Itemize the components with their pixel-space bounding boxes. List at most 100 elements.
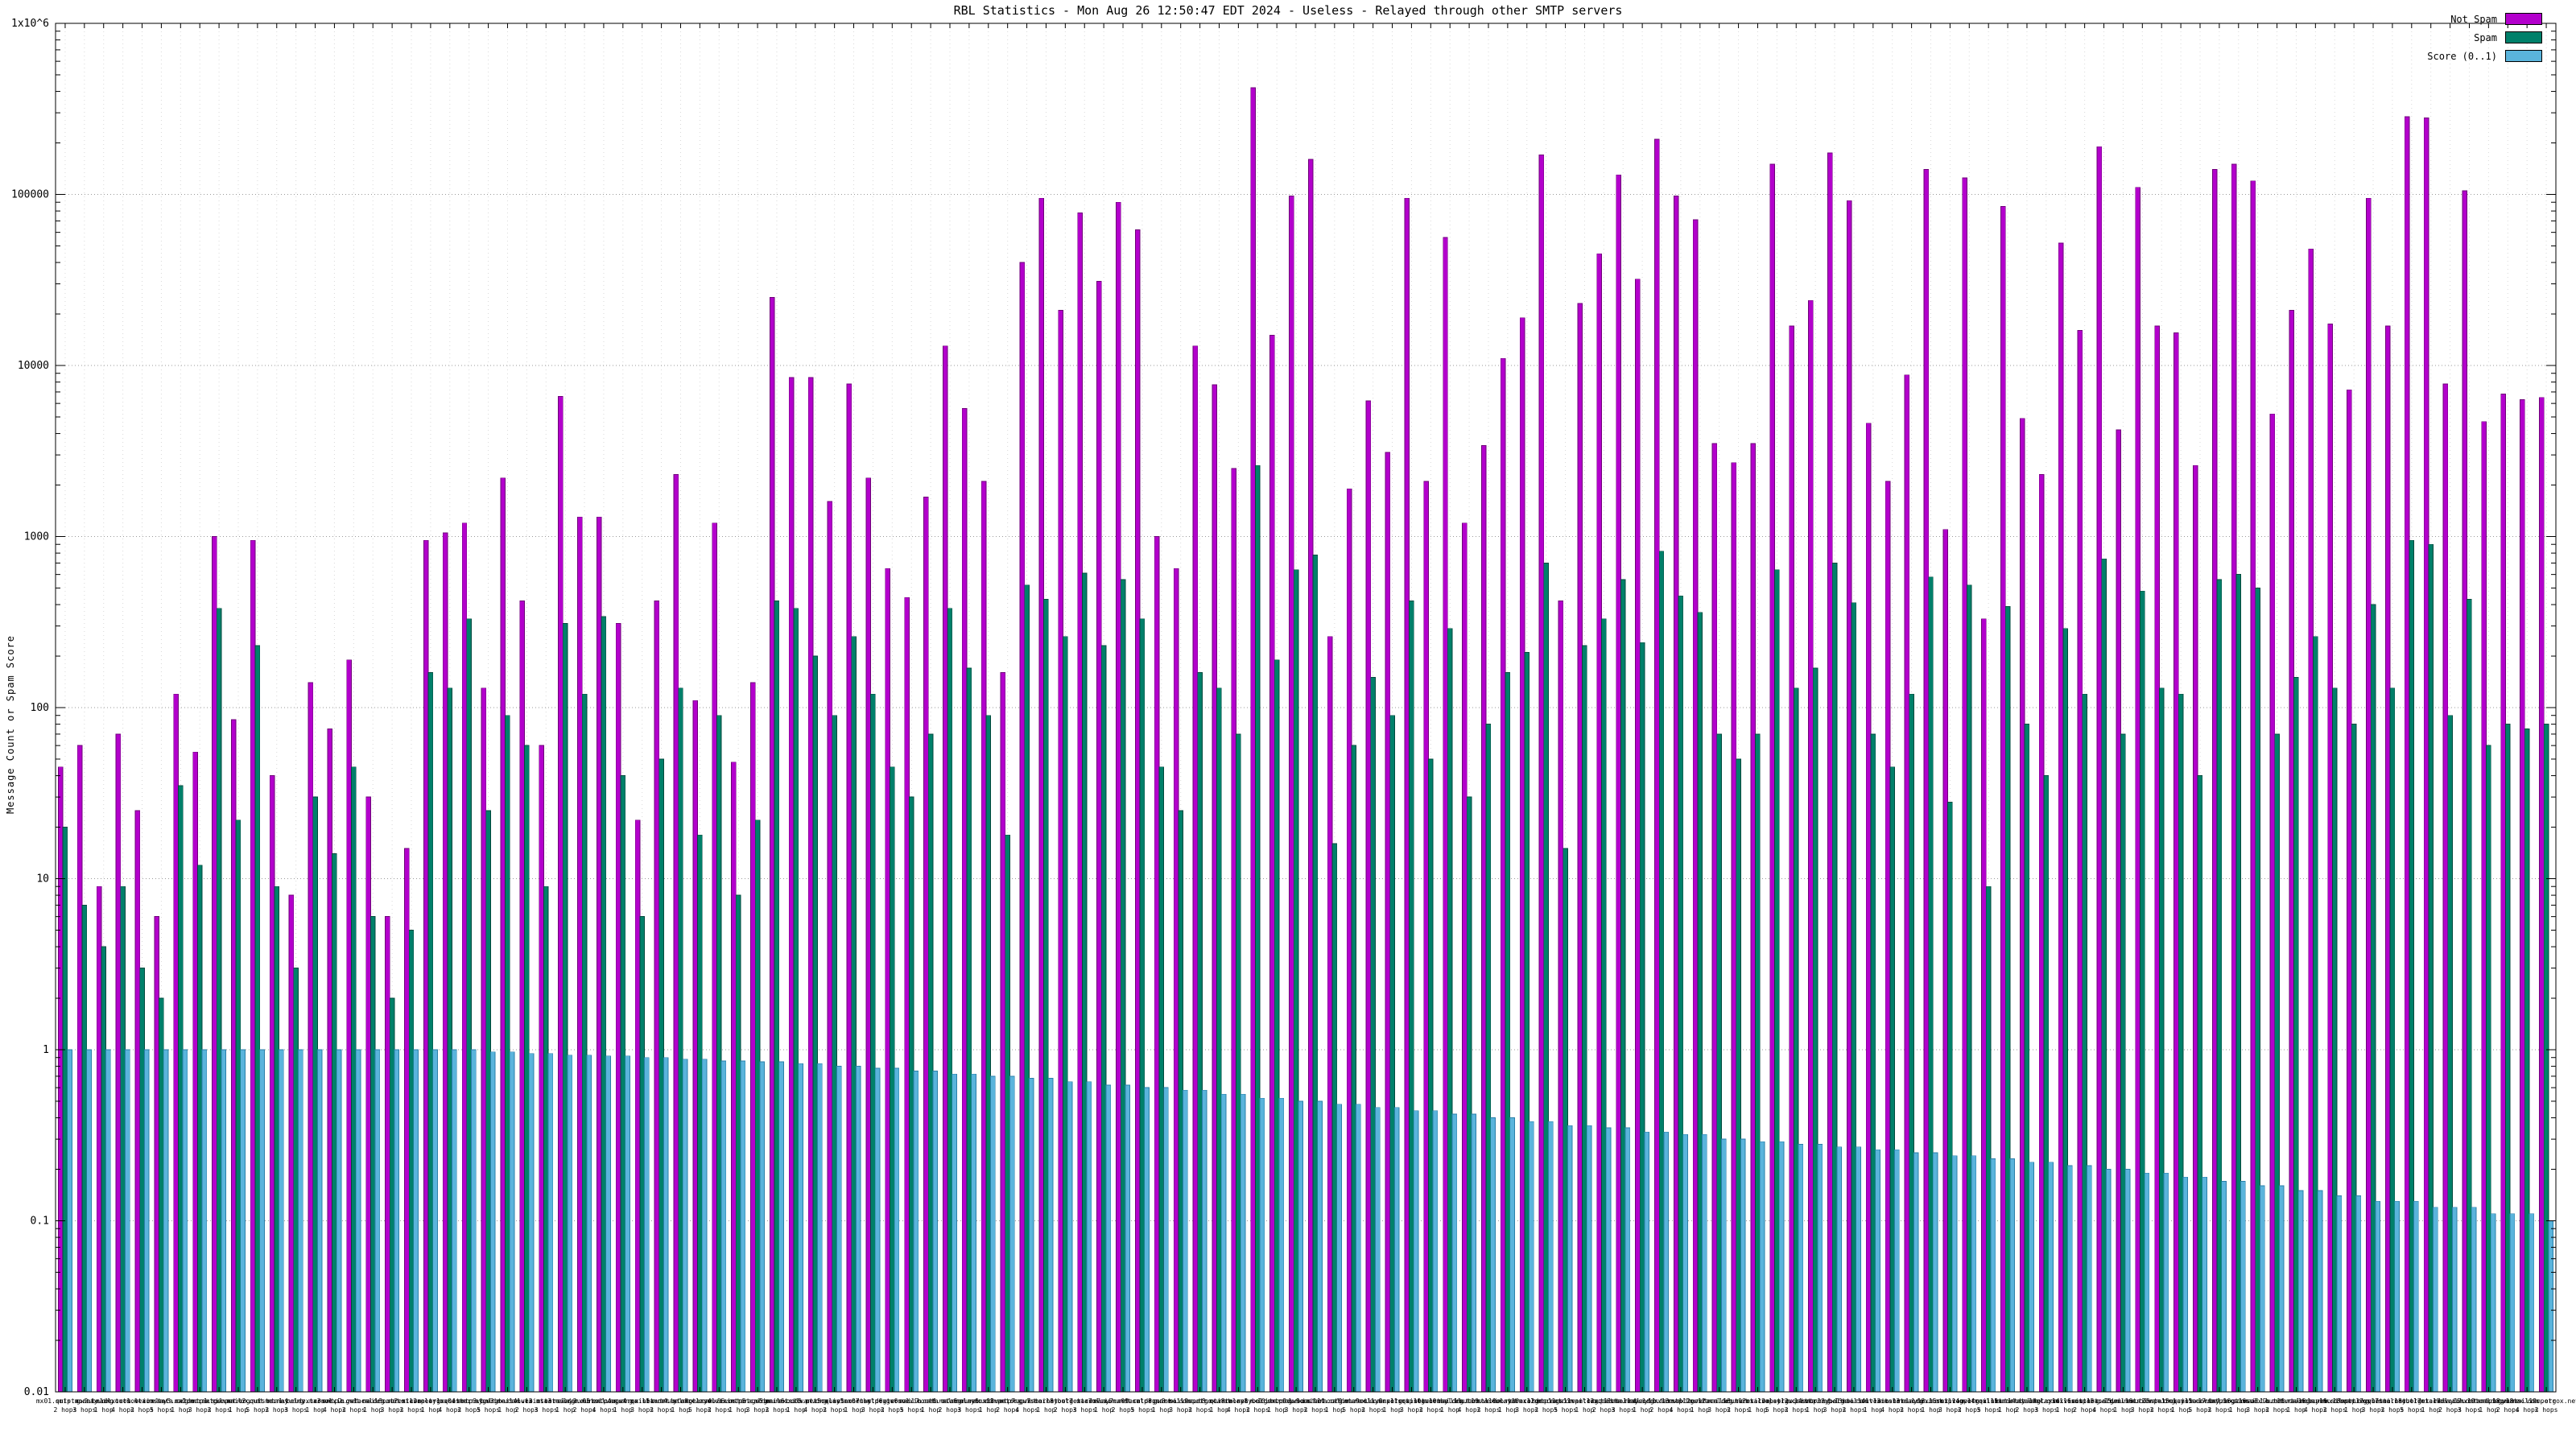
bar (1923, 169, 1930, 1393)
x-tick-label: gw5.murex.com 2 hops (752, 1397, 803, 1414)
x-tick-label: smtp14.petrox.net 2 hops (1936, 1397, 2002, 1414)
x-tick-label: relay10.calden.net 3 hops (1492, 1397, 1562, 1414)
bar (2347, 389, 2352, 1393)
bar (212, 536, 217, 1393)
bar (365, 796, 371, 1393)
bar (1505, 672, 1511, 1393)
bar (1481, 445, 1487, 1393)
x-tick-label: mx12.murex.com 2 hops (1519, 1397, 1574, 1414)
bar (2351, 724, 2357, 1393)
bar (2327, 323, 2333, 1393)
bar (2389, 687, 2396, 1393)
x-tick-label: out12.silvan.org 1 hop (1727, 1397, 1789, 1414)
bar (654, 601, 660, 1393)
bar (547, 1053, 554, 1393)
bar (1654, 138, 1660, 1393)
x-tick-label: gw11.petrox.net 1 hop (1555, 1397, 1613, 1414)
y-tick-label: 1 (43, 1044, 49, 1056)
bar (1317, 1100, 1323, 1393)
x-tick-label: mta12.petrox.net 5 hops (1746, 1397, 1808, 1414)
bar (1443, 237, 1448, 1393)
bar (827, 501, 833, 1393)
bar (990, 1075, 996, 1393)
x-tick-label: smtp10.mornay.org 2 hops (1397, 1397, 1463, 1414)
bar (1409, 601, 1414, 1393)
bar (1019, 262, 1026, 1393)
x-tick-label: mx01.quista.net 2 hops (36, 1397, 94, 1414)
bar (634, 819, 641, 1393)
bar (432, 1049, 438, 1393)
bar (2004, 606, 2011, 1393)
x-tick-label: relay4.vexim.net 2 hops (688, 1397, 750, 1414)
bar (927, 733, 934, 1393)
bar (697, 834, 703, 1393)
bar (2048, 1162, 2054, 1393)
bar (1616, 174, 1621, 1393)
bar (2313, 636, 2318, 1393)
bar (817, 1063, 823, 1393)
x-tick-label: mta6.murex.com 3 hops (942, 1397, 997, 1414)
x-tick-label: gw9.ostara.org 2 hops (1288, 1397, 1343, 1414)
bar (1043, 598, 1049, 1393)
bar (2029, 1162, 2034, 1393)
bar (620, 775, 626, 1393)
bar (1298, 1100, 1303, 1393)
x-tick-label: smtp.mornay.org 3 hops (56, 1397, 114, 1414)
legend-label-spam: Spam (2474, 31, 2497, 43)
bar (1774, 569, 1780, 1393)
x-tick-label: smtp11.silvan.org 5 hops (1533, 1397, 1599, 1414)
bar (1327, 636, 1333, 1393)
x-tick-label: gw7.mornay.org 1 hop (1019, 1397, 1074, 1414)
bar (524, 745, 530, 1393)
bar (985, 715, 992, 1393)
bar (293, 968, 299, 1393)
bar (76, 745, 83, 1393)
bar (2433, 1207, 2438, 1393)
bar (1644, 1131, 1650, 1393)
x-tick-label: mta7.vexim.net 1 hop (1076, 1397, 1131, 1414)
bar (1250, 87, 1256, 1393)
bar (1183, 1089, 1188, 1393)
bar (2467, 598, 2472, 1393)
x-tick-label: out3.ostara.org 3 hops (517, 1397, 575, 1414)
x-tick-label: mta14.tarsol.io 3 hops (2017, 1397, 2075, 1414)
x-tick-label: mail9.petrox.net 2 hops (1169, 1397, 1231, 1414)
bar (1116, 201, 1121, 1393)
x-tick-label: out6.calden.net 2 hops (921, 1397, 979, 1414)
x-tick-label: gw6.vexim.net 5 hops (886, 1397, 937, 1414)
bar (1274, 659, 1280, 1393)
bar (1370, 677, 1376, 1393)
bar (597, 516, 602, 1393)
bar (2279, 1185, 2285, 1393)
x-tick-label: relay7.ostara.org 2 hops (1090, 1397, 1156, 1414)
bar (2024, 724, 2030, 1393)
bar (2500, 394, 2506, 1393)
bar (1447, 628, 1453, 1393)
bar (1962, 177, 1967, 1393)
x-tick-label: mx16.ostara.org 2 hops (2056, 1397, 2114, 1414)
y-tick-label: 0.1 (31, 1216, 49, 1228)
bar (798, 1063, 803, 1393)
y-tick-label: 100 (31, 702, 49, 714)
bar (2140, 590, 2145, 1393)
x-tick-label: mail5.mornay.org 2 hops (630, 1397, 692, 1414)
x-tick-label: out4.beldex.com 1 hop (651, 1397, 709, 1414)
bar (735, 894, 741, 1393)
x-tick-label: out5.petrox.net 4 hops (786, 1397, 844, 1414)
bar (1928, 576, 1934, 1393)
x-tick-label: mail10.calden.net 1 hop (1302, 1397, 1368, 1414)
bar (1663, 1131, 1669, 1393)
x-tick-label: relay1.quista.net 4 hops (417, 1397, 483, 1414)
bar (1620, 579, 1626, 1393)
x-tick-label: mta3.calden.net 1 hop (536, 1397, 594, 1414)
bar (947, 608, 953, 1393)
bar (1178, 810, 1183, 1393)
x-tick-label: smtp8.murex.com 1 hop (1133, 1397, 1191, 1414)
bar (427, 672, 434, 1393)
x-tick-label: out10.vexim.net 2 hops (1459, 1397, 1517, 1414)
bar (1100, 645, 1107, 1393)
bar (1385, 452, 1391, 1393)
bar (96, 886, 102, 1393)
bar (1462, 522, 1468, 1393)
bar (712, 522, 717, 1393)
